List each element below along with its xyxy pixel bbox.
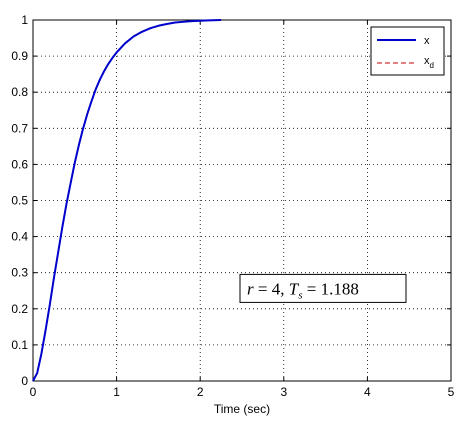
y-tick-label: 0.8: [11, 85, 28, 99]
annotation-comma: ,: [280, 279, 289, 298]
y-tick-label: 1: [21, 13, 28, 27]
x-tick-label: 5: [448, 385, 455, 399]
x-tick-label: 4: [364, 385, 371, 399]
y-tick-label: 0.6: [11, 157, 28, 171]
y-tick-label: 0: [21, 374, 28, 388]
annotation-equals-1: =: [254, 279, 272, 298]
legend-label-x: x: [424, 35, 430, 47]
legend-label-xd-main: x: [424, 55, 430, 67]
legend-label-xd: xd: [424, 55, 434, 70]
annotation-box: [239, 273, 407, 303]
annotation-ts-value: 1.188: [321, 279, 359, 298]
annotation-ts-sub: s: [298, 289, 302, 301]
y-tick-label: 0.7: [11, 121, 28, 135]
annotation-r-value: 4: [272, 279, 281, 298]
x-tick-label: 2: [197, 385, 204, 399]
y-tick-label: 0.4: [11, 230, 28, 244]
data-series: [32, 19, 222, 382]
legend-label-x-main: x: [424, 35, 430, 47]
x-tick-labels: 0 1 2 3 4 5: [30, 385, 455, 399]
y-tick-labels: 0 0.1 0.2 0.3 0.4 0.5 0.6 0.7 0.8 0.9 1: [11, 13, 28, 388]
axis-ticks: [32, 19, 452, 382]
x-tick-label: 0: [30, 385, 37, 399]
annotation-text: r = 4, Ts = 1.188: [247, 279, 359, 301]
y-tick-label: 0.3: [11, 266, 28, 280]
x-tick-label: 1: [113, 385, 120, 399]
legend-label-xd-sub: d: [430, 61, 434, 70]
x-tick-label: 3: [280, 385, 287, 399]
y-tick-label: 0.1: [11, 338, 28, 352]
annotation-ts-symbol: T: [289, 279, 300, 298]
y-tick-label: 0.5: [11, 194, 28, 208]
series-line-x: [32, 19, 222, 382]
x-axis-label: Time (sec): [214, 402, 270, 416]
annotation-r-symbol: r: [247, 279, 254, 298]
legend-box: [370, 26, 445, 76]
annotation-equals-2: =: [302, 279, 320, 298]
legend: x xd: [370, 26, 445, 76]
y-tick-label: 0.9: [11, 49, 28, 63]
y-tick-label: 0.2: [11, 302, 28, 316]
annotation: r = 4, Ts = 1.188: [239, 273, 407, 303]
